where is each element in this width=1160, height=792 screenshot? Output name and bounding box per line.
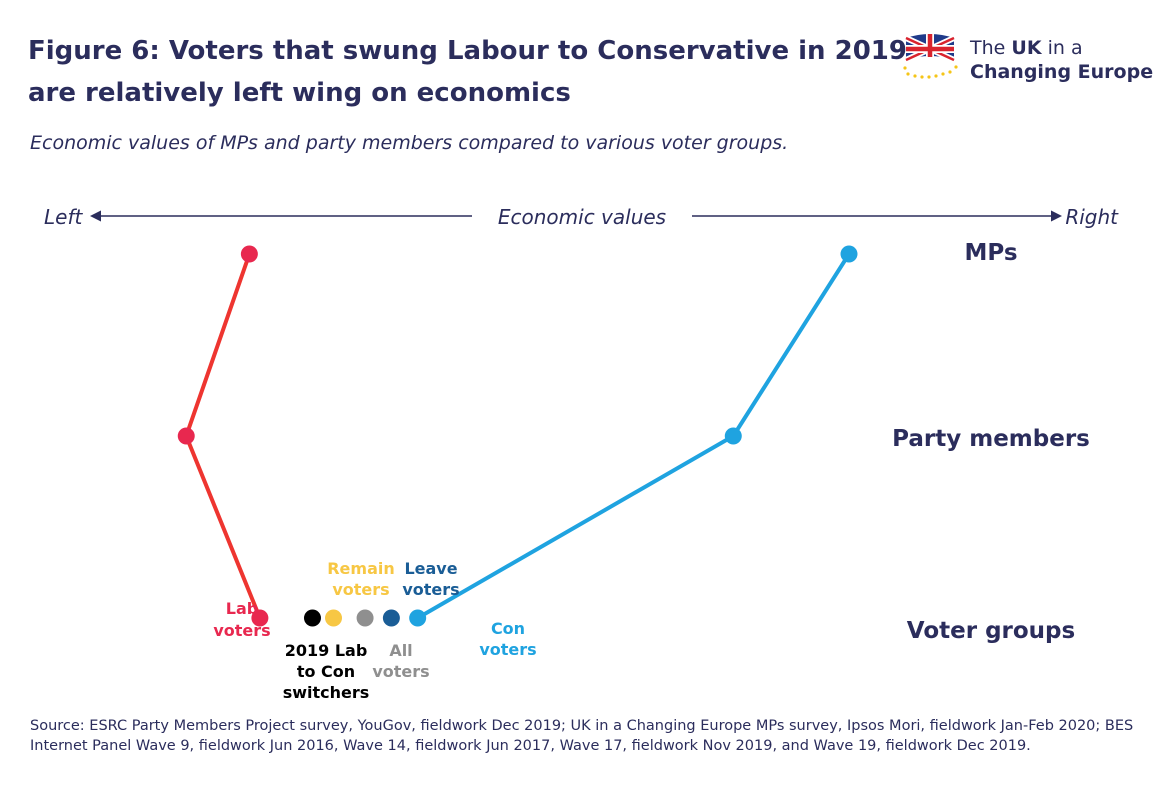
marker-2019-lab-to-con-switchers xyxy=(303,609,321,627)
leave-voters-label-2: voters xyxy=(402,580,459,599)
row-label-party-members: Party members xyxy=(892,426,1090,452)
con-voters-label-2: voters xyxy=(479,640,536,659)
marker-remain-voters xyxy=(325,609,343,627)
marker-leave-voters xyxy=(382,609,400,627)
marker-conservative-mps xyxy=(840,245,858,263)
remain-voters-label-1: Remain xyxy=(327,559,395,578)
switchers-label-2: to Con xyxy=(297,662,355,681)
series-markers xyxy=(177,245,858,627)
logo-text: The UK in a Changing Europe xyxy=(970,36,1153,84)
logo-text-line2: Changing Europe xyxy=(970,61,1154,83)
chart-subtitle: Economic values of MPs and party members… xyxy=(30,132,789,154)
marker-conservative-party-members xyxy=(724,427,742,445)
row-label-voter-groups: Voter groups xyxy=(907,618,1075,644)
leave-voters-label-1: Leave xyxy=(404,559,457,578)
switchers-label-1: 2019 Lab xyxy=(285,641,368,660)
axis-label: Economic values xyxy=(498,205,666,229)
con-voters-label-1: Con xyxy=(491,619,525,638)
page-title: Figure 6: Voters that swung Labour to Co… xyxy=(28,30,907,114)
marker-labour-party-members xyxy=(177,427,195,445)
series-line-labour xyxy=(184,253,262,619)
title-line-1: Figure 6: Voters that swung Labour to Co… xyxy=(28,36,907,66)
row-label-mps: MPs xyxy=(964,240,1017,266)
logo-text-uk: UK xyxy=(1011,37,1042,59)
logo-text-prefix: The xyxy=(970,37,1012,59)
axis-right-label: Right xyxy=(1065,205,1119,229)
marker-conservative-voter-groups xyxy=(409,609,427,627)
lab-voters-label-1: Lab xyxy=(226,599,258,618)
brand-logo: The UK in a Changing Europe xyxy=(900,30,1153,90)
title-line-2: are relatively left wing on economics xyxy=(28,78,571,108)
union-flag-eu-stars-icon xyxy=(903,34,958,79)
lab-voters-label-2: voters xyxy=(213,621,270,640)
marker-all-voters xyxy=(356,609,374,627)
logo-text-suffix: in a xyxy=(1041,37,1083,59)
all-voters-label-1: All xyxy=(389,641,412,660)
voter-markers xyxy=(303,609,400,627)
source-note: Source: ESRC Party Members Project surve… xyxy=(30,718,1134,754)
all-voters-label-2: voters xyxy=(372,662,429,681)
axis-left-label: Left xyxy=(44,205,83,229)
series-line-conservative xyxy=(416,252,851,620)
remain-voters-label-2: voters xyxy=(332,580,389,599)
marker-labour-voter-groups xyxy=(251,609,269,627)
switchers-label-3: switchers xyxy=(283,683,370,702)
marker-labour-mps xyxy=(240,245,258,263)
